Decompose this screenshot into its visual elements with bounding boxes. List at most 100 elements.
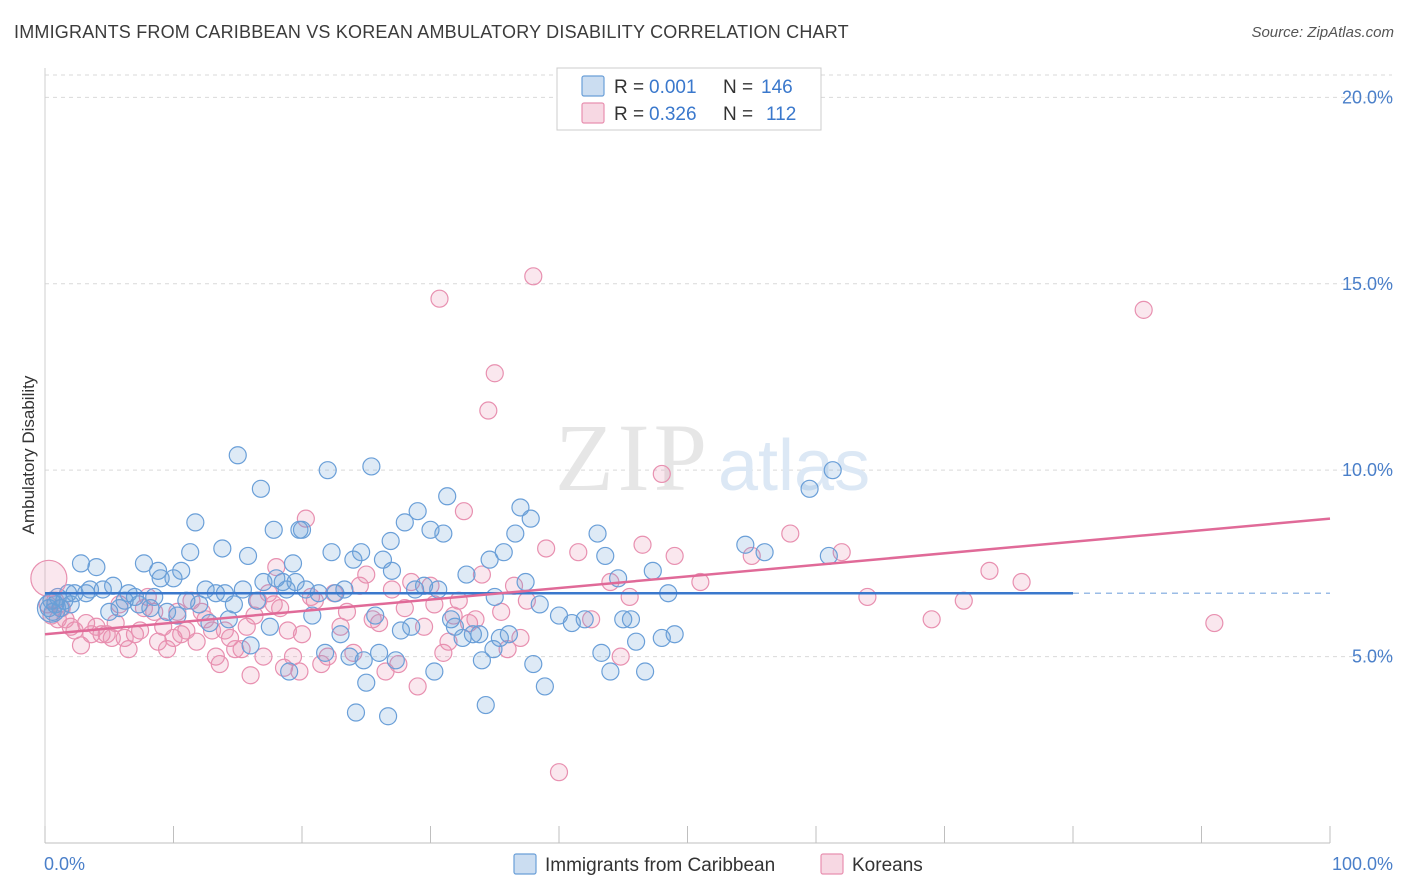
caribbean-point bbox=[643, 561, 662, 580]
caribbean-point bbox=[224, 595, 243, 614]
chart-title: IMMIGRANTS FROM CARIBBEAN VS KOREAN AMBU… bbox=[14, 22, 849, 42]
koreans-point bbox=[858, 587, 877, 607]
koreans-point bbox=[582, 610, 601, 629]
koreans-point bbox=[954, 591, 973, 610]
legend: R = 0.001 N = 146 R = 0.326 N = 112 bbox=[556, 67, 822, 131]
points-layer bbox=[30, 267, 1224, 782]
caribbean-point bbox=[322, 543, 341, 562]
koreans-point bbox=[781, 524, 800, 543]
caribbean-point bbox=[228, 446, 247, 465]
caribbean-point bbox=[386, 651, 405, 670]
caribbean-point bbox=[499, 625, 518, 644]
legend-n-value-blue: 146 bbox=[761, 77, 793, 98]
koreans-point bbox=[652, 464, 671, 484]
koreans-point bbox=[226, 640, 245, 659]
axes-layer: 5.0% 10.0% 15.0% 20.0% 0.0% 100.0% bbox=[44, 68, 1393, 874]
legend-r-label-pink: R = bbox=[614, 104, 644, 125]
koreans-point bbox=[1205, 613, 1224, 633]
legend-swatch-pink bbox=[581, 102, 605, 124]
koreans-point bbox=[569, 543, 588, 562]
caribbean-point bbox=[823, 461, 842, 480]
y-tick-label: 20.0% bbox=[1342, 87, 1393, 107]
caribbean-point bbox=[457, 565, 476, 584]
caribbean-point bbox=[614, 610, 633, 629]
koreans-point bbox=[312, 654, 331, 674]
caribbean-point bbox=[800, 479, 819, 498]
caribbean-point bbox=[283, 554, 303, 573]
koreans-point bbox=[434, 643, 453, 662]
koreans-point bbox=[292, 625, 312, 644]
caribbean-point bbox=[601, 662, 620, 681]
caribbean-point bbox=[61, 595, 80, 614]
caribbean-point bbox=[366, 606, 385, 625]
caribbean-point bbox=[485, 587, 504, 607]
caribbean-point bbox=[506, 524, 525, 543]
legend-row-pink: R = 0.326 N = 112 bbox=[581, 102, 796, 125]
legend-n-label-blue: N = bbox=[723, 77, 753, 98]
caribbean-point bbox=[233, 580, 252, 599]
caribbean-point bbox=[592, 643, 611, 662]
koreans-point bbox=[408, 677, 427, 696]
caribbean-point bbox=[87, 558, 106, 577]
caribbean-point bbox=[213, 539, 232, 558]
watermark-atlas: atlas bbox=[718, 426, 870, 506]
koreans-point bbox=[485, 364, 504, 383]
caribbean-point bbox=[129, 595, 148, 614]
koreans-point bbox=[220, 628, 240, 648]
caribbean-point bbox=[480, 550, 499, 569]
caribbean-point bbox=[318, 461, 337, 480]
koreans-point bbox=[449, 591, 468, 610]
y-tick-label: 5.0% bbox=[1352, 647, 1393, 667]
caribbean-point bbox=[100, 602, 119, 621]
caribbean-point bbox=[292, 520, 312, 539]
caribbean-point bbox=[635, 662, 655, 681]
bottom-legend-label-pink: Koreans bbox=[852, 855, 923, 876]
caribbean-point bbox=[438, 487, 457, 506]
caribbean-point bbox=[429, 580, 448, 599]
koreans-point bbox=[665, 546, 684, 566]
koreans-point bbox=[382, 580, 402, 599]
trend-layer bbox=[44, 517, 1331, 636]
caribbean-point bbox=[819, 546, 838, 566]
koreans-point bbox=[430, 289, 449, 308]
caribbean-point bbox=[434, 524, 453, 543]
koreans-point bbox=[210, 654, 229, 674]
legend-r-value-pink: 0.326 bbox=[649, 104, 697, 125]
koreans-point bbox=[202, 621, 222, 640]
legend-swatch-blue bbox=[581, 75, 605, 97]
koreans-point bbox=[537, 539, 556, 558]
bottom-legend-label-blue: Immigrants from Caribbean bbox=[545, 855, 775, 876]
caribbean-point bbox=[395, 513, 414, 532]
caribbean-point bbox=[755, 543, 774, 562]
caribbean-point bbox=[408, 502, 427, 521]
caribbean-point bbox=[357, 673, 376, 692]
caribbean-point bbox=[470, 625, 489, 644]
caribbean-point bbox=[36, 593, 67, 623]
legend-r-label-blue: R = bbox=[614, 77, 644, 98]
caribbean-point bbox=[382, 561, 402, 580]
caribbean-point bbox=[490, 628, 509, 648]
caribbean-point bbox=[264, 520, 283, 539]
koreans-point bbox=[524, 267, 543, 286]
caribbean-point bbox=[530, 595, 549, 614]
legend-n-value-pink: 112 bbox=[766, 104, 796, 125]
chart-source: Source: ZipAtlas.com bbox=[1251, 24, 1394, 41]
caribbean-point bbox=[516, 572, 535, 592]
caribbean-point bbox=[238, 546, 258, 566]
legend-r-value-blue: 0.001 bbox=[649, 77, 697, 98]
legend-row-blue: R = 0.001 N = 146 bbox=[581, 75, 793, 98]
x-tick-label-max: 100.0% bbox=[1332, 854, 1393, 874]
bottom-legend-swatch-blue bbox=[513, 853, 537, 875]
y-axis-label: Ambulatory Disability bbox=[19, 375, 38, 534]
legend-n-label-pink: N = bbox=[723, 104, 753, 125]
caribbean-point bbox=[151, 569, 170, 588]
caribbean-point bbox=[476, 695, 495, 715]
caribbean-point bbox=[621, 610, 641, 629]
caribbean-point bbox=[104, 576, 123, 595]
koreans-point bbox=[549, 763, 569, 782]
koreans-point bbox=[278, 621, 297, 640]
caribbean-point bbox=[260, 617, 279, 636]
caribbean-point bbox=[286, 572, 305, 592]
caribbean-point bbox=[280, 662, 299, 681]
